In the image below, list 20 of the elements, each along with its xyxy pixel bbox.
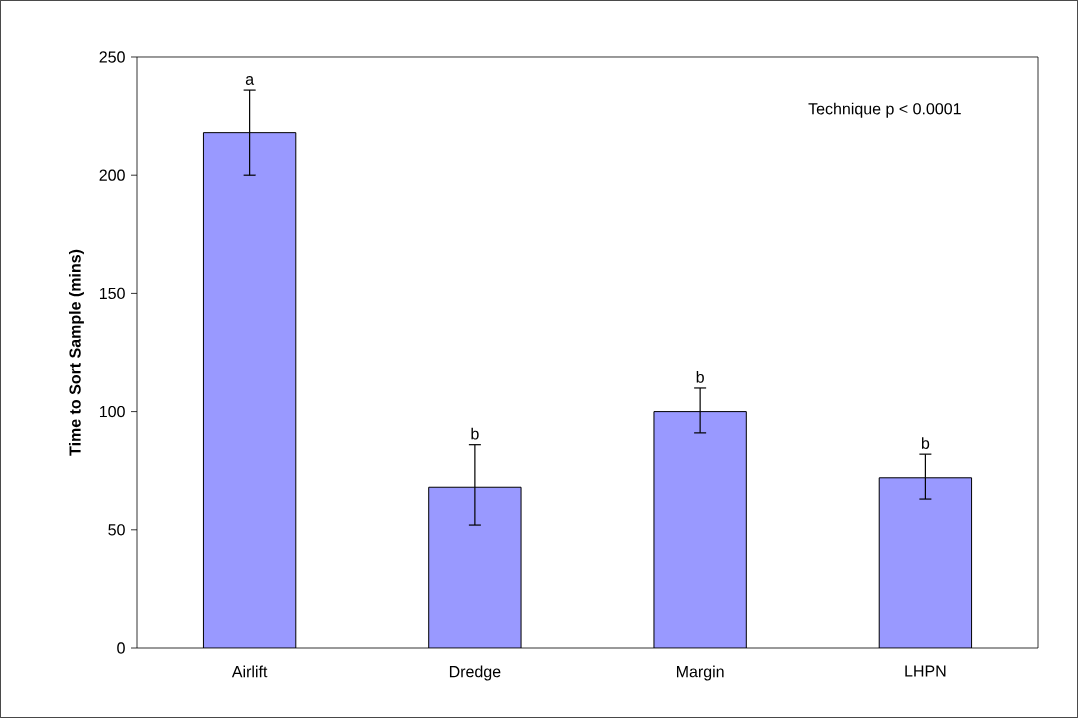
x-tick-label: Airlift (231, 665, 268, 678)
x-tick-label: Dredge (449, 665, 501, 681)
y-axis-title: Time to Sort Sample (mins) (68, 249, 84, 456)
bar (428, 486, 522, 648)
annotation: b (696, 371, 704, 383)
y-tick-label: 200 (99, 169, 125, 181)
y-tick-label: 100 (99, 405, 125, 418)
y-tick-label: 0 (117, 642, 125, 654)
annotation: a (245, 76, 255, 85)
annotation: b (471, 427, 479, 440)
bar (202, 132, 297, 648)
y-tick-label: 150 (99, 287, 125, 300)
annotation: Technique p < 0.0001 (808, 102, 961, 118)
x-tick-label: LHPN (905, 665, 946, 677)
y-tick-label: 50 (108, 524, 125, 536)
annotation: b (921, 437, 930, 449)
bar (653, 411, 747, 648)
bar (878, 477, 973, 648)
x-tick-label: Margin (676, 665, 724, 681)
y-tick-label: 250 (99, 51, 125, 63)
